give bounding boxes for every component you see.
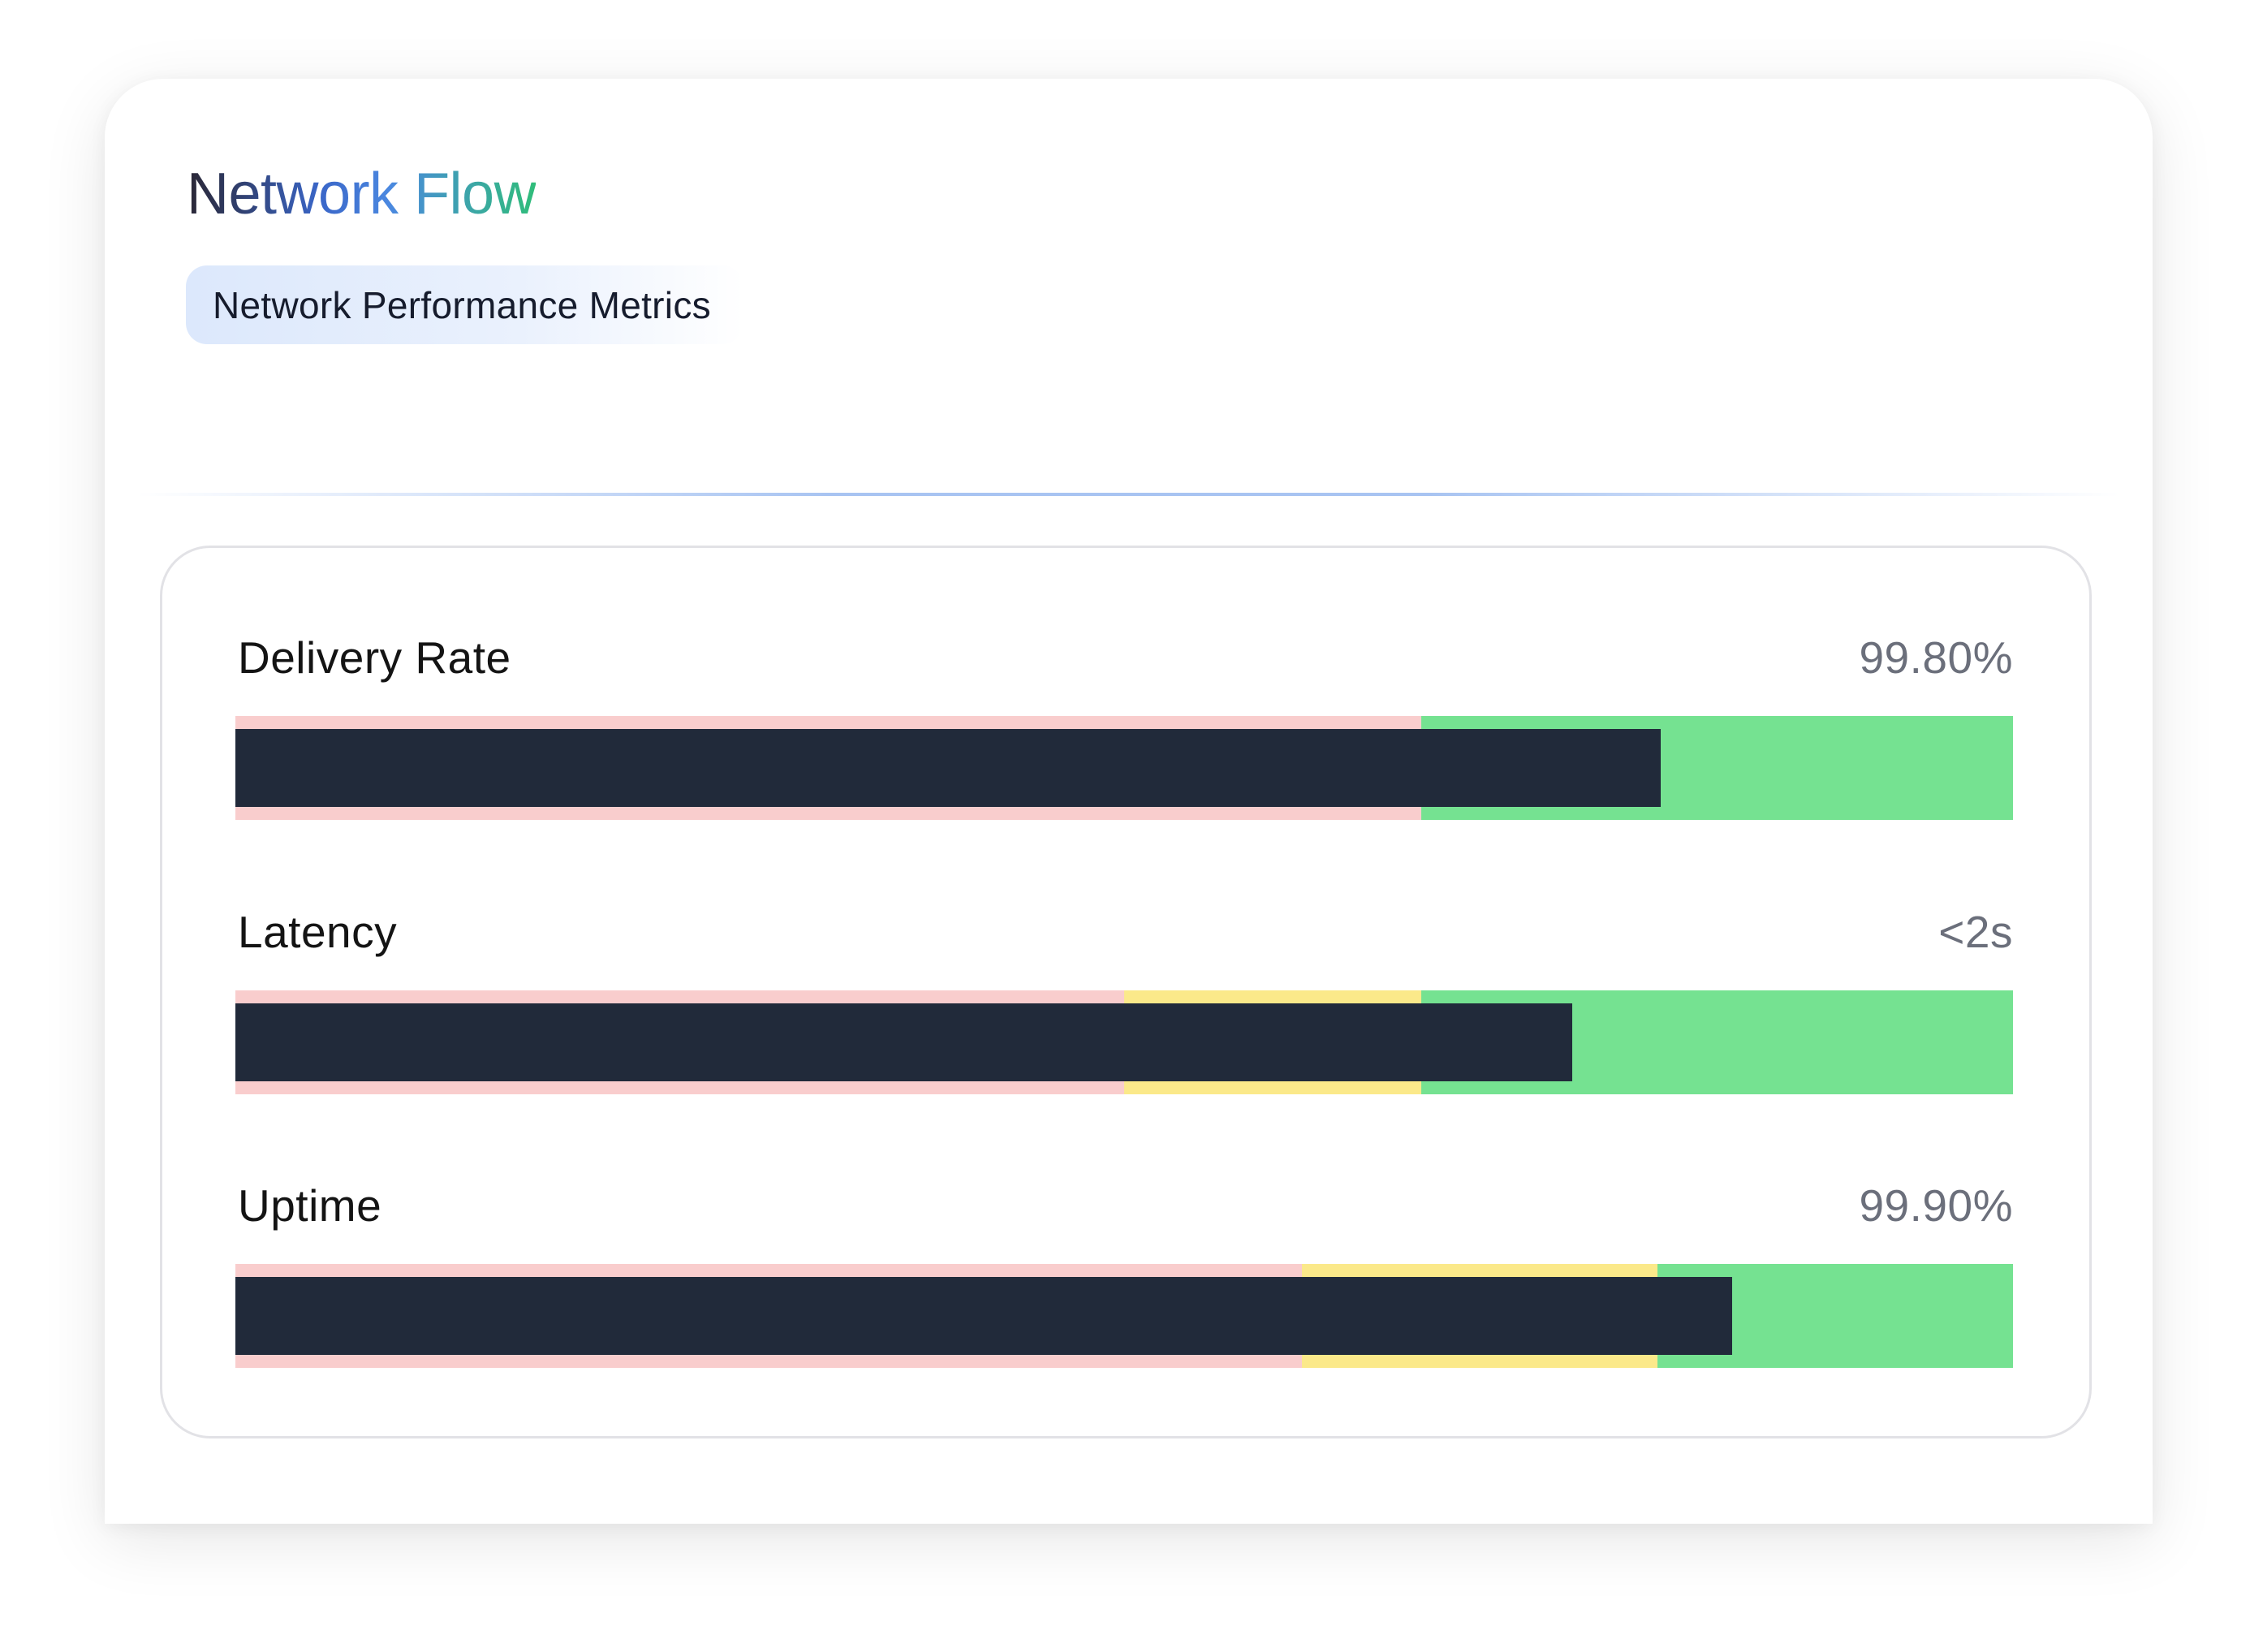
metric-latency: Latency <2s: [235, 906, 2013, 1101]
metric-value: 99.90%: [1859, 1180, 2013, 1231]
metric-delivery-rate: Delivery Rate 99.80%: [235, 632, 2013, 826]
bullet-track: [235, 1264, 2013, 1368]
metric-label: Latency: [238, 907, 398, 957]
metrics-card: Network Flow Network Performance Metrics…: [105, 79, 2153, 1524]
measure-bar: [235, 1003, 1572, 1081]
metric-label: Uptime: [238, 1180, 382, 1231]
bullet-chart-panel: Delivery Rate 99.80% Latency <2s Uptime …: [160, 546, 2092, 1438]
subtitle-badge: Network Performance Metrics: [186, 265, 744, 344]
metric-uptime: Uptime 99.90%: [235, 1180, 2013, 1374]
measure-bar: [235, 729, 1662, 807]
metric-value: <2s: [1938, 907, 2013, 957]
measure-bar: [235, 1277, 1732, 1355]
divider: [137, 493, 2120, 496]
bullet-track: [235, 716, 2013, 820]
card-title: Network Flow: [187, 159, 537, 229]
metric-value: 99.80%: [1859, 632, 2013, 683]
bullet-track: [235, 990, 2013, 1094]
metric-label: Delivery Rate: [238, 632, 511, 683]
